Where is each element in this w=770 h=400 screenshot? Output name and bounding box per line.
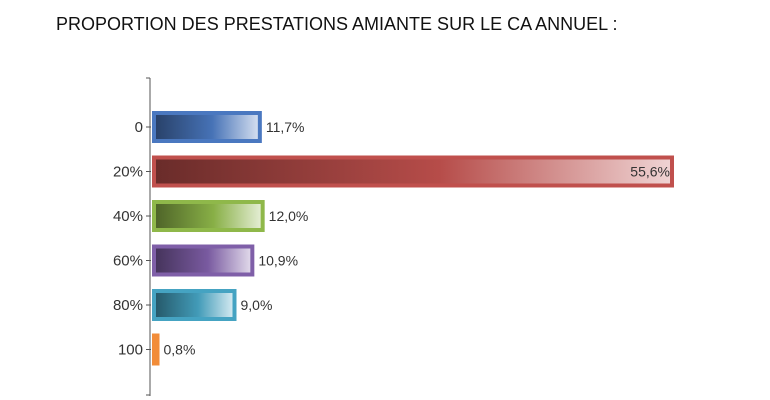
value-label: 0,8%: [164, 342, 196, 358]
bar-100: [152, 333, 160, 366]
bar-fill-2: [156, 204, 261, 228]
value-label: 9,0%: [240, 297, 272, 313]
value-label: 12,0%: [269, 208, 309, 224]
value-label: 11,7%: [266, 119, 305, 135]
category-label: 40%: [113, 208, 143, 225]
category-label: 60%: [113, 253, 143, 270]
value-label: 55,6%: [630, 164, 670, 180]
bar-fill-3: [156, 248, 251, 273]
bar-fill-4: [156, 293, 233, 317]
chart-title: PROPORTION DES PRESTATIONS AMIANTE SUR L…: [56, 14, 618, 34]
category-label: 0: [135, 119, 143, 136]
category-label: 80%: [113, 297, 143, 314]
bars-group: 0 11,7% 20% 55,6% 40% 12,0% 60% 10,9% 80% 9,0% 100…: [113, 111, 674, 366]
category-label: 20%: [113, 164, 143, 181]
bar-fill-0: [156, 115, 258, 139]
category-label: 100: [118, 342, 143, 359]
value-label: 10,9%: [258, 253, 298, 269]
bar-fill-1: [156, 159, 670, 184]
